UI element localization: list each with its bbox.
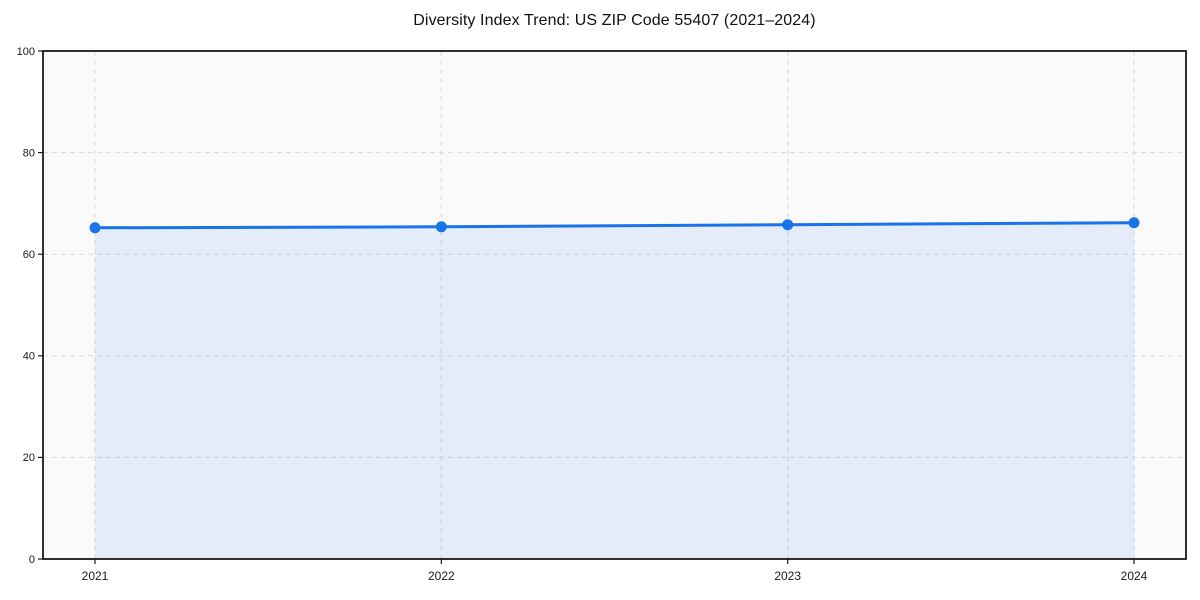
data-point bbox=[782, 219, 794, 231]
y-tick-label: 20 bbox=[23, 452, 35, 464]
data-point bbox=[89, 222, 101, 234]
x-tick-label: 2023 bbox=[774, 569, 801, 583]
chart-title: Diversity Index Trend: US ZIP Code 55407… bbox=[413, 12, 816, 29]
x-tick-label: 2024 bbox=[1121, 569, 1148, 583]
y-tick-label: 60 bbox=[23, 249, 35, 261]
y-tick-label: 40 bbox=[23, 351, 35, 363]
x-tick-label: 2022 bbox=[428, 569, 455, 583]
trend-line bbox=[93, 221, 1136, 230]
data-point bbox=[1128, 217, 1140, 229]
plot-area bbox=[43, 51, 1186, 559]
area-fill bbox=[95, 222, 1134, 560]
y-tick-label: 80 bbox=[23, 147, 35, 159]
data-point bbox=[435, 221, 447, 233]
y-tick-label: 100 bbox=[17, 46, 35, 58]
plot-border bbox=[42, 50, 1187, 560]
x-tick-label: 2021 bbox=[82, 569, 109, 583]
y-tick-label: 0 bbox=[29, 554, 35, 566]
